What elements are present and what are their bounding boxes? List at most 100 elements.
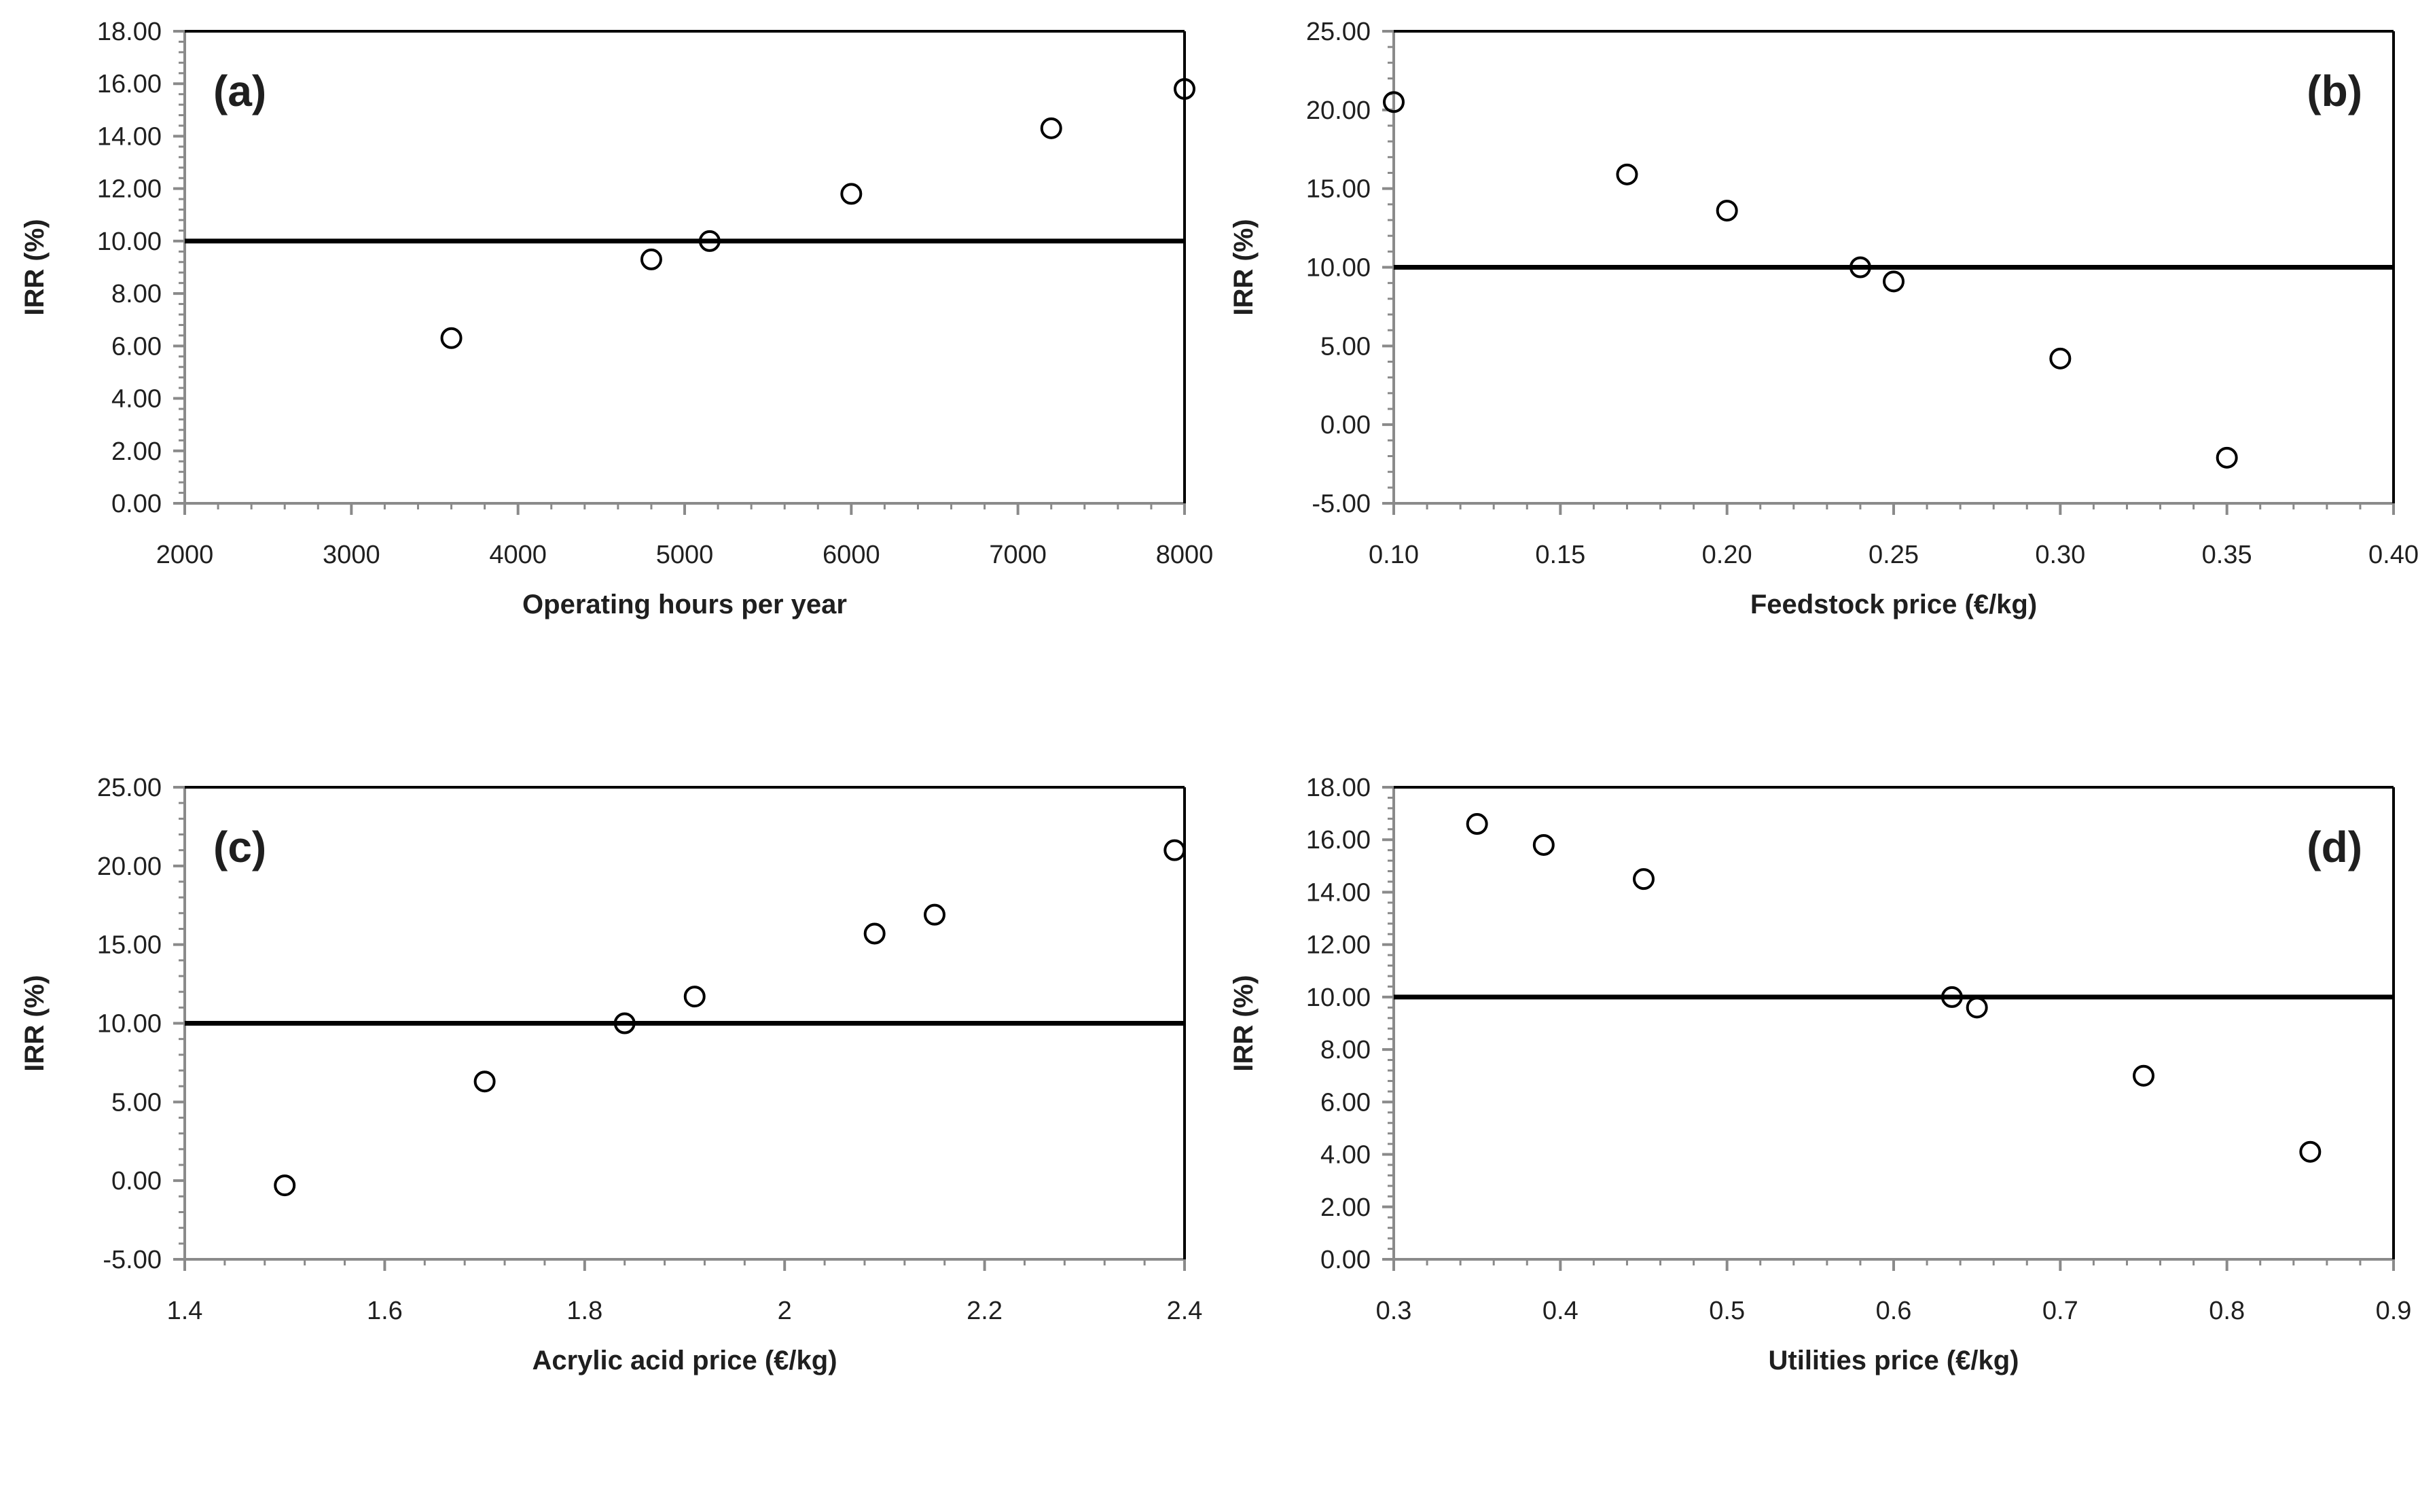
panel-c: -5.00 0.00 5.00 10.00 15.00 20.00 25.00 1.4 1.6 1…: [0, 756, 1209, 1512]
data-point: [640, 248, 662, 270]
y-tick-label: 6.00: [111, 332, 162, 361]
data-point: [698, 230, 721, 252]
y-tick-label: 14.00: [97, 122, 162, 151]
x-tick-label: 2000: [156, 541, 214, 569]
y-tick-label: 2.00: [1320, 1193, 1371, 1222]
y-tick-label: -5.00: [1312, 490, 1371, 518]
data-point: [473, 1070, 496, 1093]
y-tick-label: 5.00: [111, 1088, 162, 1117]
y-tick-label: 5.00: [1320, 332, 1371, 361]
y-axis-title: IRR (%): [20, 975, 50, 1071]
x-tick-label: 5000: [656, 541, 714, 569]
x-tick-label: 7000: [989, 541, 1047, 569]
data-point: [1849, 256, 1871, 278]
data-point: [2216, 446, 2238, 469]
y-tick-label: 2.00: [111, 437, 162, 466]
y-tick-label: 4.00: [111, 385, 162, 414]
x-tick-label: 0.10: [1369, 541, 1419, 569]
y-tick-label: 15.00: [1306, 175, 1371, 204]
data-point: [1966, 996, 1988, 1019]
panel-letter-label: (b): [2307, 67, 2362, 115]
y-tick-label: 0.00: [111, 1167, 162, 1195]
y-tick-label: 8.00: [1320, 1036, 1371, 1064]
data-point: [1383, 91, 1405, 113]
y-tick-label: 10.00: [97, 1010, 162, 1039]
x-axis-title: Operating hours per year: [522, 590, 847, 619]
y-tick-label: 18.00: [97, 18, 162, 46]
chart-svg: -5.00 0.00 5.00 10.00 15.00 20.00 25.00 0.10 0.1…: [1229, 18, 2418, 619]
y-tick-label: 16.00: [1306, 826, 1371, 854]
y-tick-label: 16.00: [97, 70, 162, 98]
data-point: [440, 327, 463, 349]
panel-b: -5.00 0.00 5.00 10.00 15.00 20.00 25.00 0.10 0.1…: [1209, 0, 2418, 756]
data-point: [683, 986, 706, 1008]
data-point: [613, 1012, 636, 1034]
data-point: [863, 922, 886, 945]
x-tick-label: 0.15: [1535, 541, 1585, 569]
chart-svg: 0.00 2.00 4.00 6.00 8.00 10.00 12.00 14.00 16.00…: [1229, 774, 2412, 1375]
x-tick-label: 0.35: [2202, 541, 2252, 569]
data-point: [1633, 868, 1655, 890]
y-tick-label: 20.00: [97, 852, 162, 881]
data-point: [274, 1174, 296, 1197]
y-tick-label: 10.00: [97, 228, 162, 256]
y-axis-title: IRR (%): [20, 219, 50, 315]
y-tick-label: 20.00: [1306, 96, 1371, 125]
x-tick-label: 0.9: [2376, 1297, 2412, 1325]
x-tick-label: 1.8: [566, 1297, 602, 1325]
data-point: [924, 903, 945, 926]
y-tick-label: 15.00: [97, 931, 162, 960]
x-tick-label: 1.4: [167, 1297, 203, 1325]
x-tick-label: 0.7: [2042, 1297, 2078, 1325]
data-point: [840, 183, 863, 205]
panel-a: 0.00 2.00 4.00 6.00 8.00 10.00 12.00 14.00 16.00…: [0, 0, 1213, 756]
x-axis-title: Utilities price (€/kg): [1769, 1346, 2019, 1375]
x-axis-title: Acrylic acid price (€/kg): [532, 1346, 837, 1375]
y-tick-label: 25.00: [1306, 18, 1371, 46]
x-tick-label: 0.30: [2035, 541, 2085, 569]
data-point: [2049, 347, 2072, 370]
data-point: [1466, 813, 1488, 835]
y-tick-label: 25.00: [97, 774, 162, 802]
y-tick-label: 0.00: [1320, 411, 1371, 439]
y-axis-title: IRR (%): [1229, 975, 1259, 1071]
chart-svg: 0.00 2.00 4.00 6.00 8.00 10.00 12.00 14.00 16.00…: [20, 18, 1213, 619]
x-tick-label: 0.40: [2368, 541, 2418, 569]
x-tick-label: 2.2: [967, 1297, 1003, 1325]
data-point: [1941, 986, 1963, 1008]
x-tick-label: 0.8: [2209, 1297, 2245, 1325]
x-tick-label: 0.6: [1876, 1297, 1912, 1325]
y-tick-label: 6.00: [1320, 1088, 1371, 1117]
data-point: [1716, 200, 1738, 222]
x-tick-label: 0.5: [1709, 1297, 1745, 1325]
x-tick-label: 2.4: [1167, 1297, 1203, 1325]
y-axis-title: IRR (%): [1229, 219, 1259, 315]
data-point: [1883, 270, 1905, 293]
x-axis-title: Feedstock price (€/kg): [1750, 590, 2037, 619]
y-tick-label: 10.00: [1306, 254, 1371, 283]
x-tick-label: 0.4: [1542, 1297, 1578, 1325]
panel-letter-label: (d): [2307, 823, 2362, 871]
x-tick-label: 8000: [1156, 541, 1214, 569]
panel-letter-label: (a): [213, 67, 266, 115]
y-tick-label: 14.00: [1306, 878, 1371, 907]
y-tick-label: 12.00: [97, 175, 162, 204]
data-point: [1532, 833, 1555, 856]
y-tick-label: 8.00: [111, 280, 162, 308]
data-point: [2133, 1064, 2154, 1087]
y-tick-label: 10.00: [1306, 984, 1371, 1012]
x-tick-label: 4000: [489, 541, 547, 569]
x-tick-label: 1.6: [367, 1297, 403, 1325]
data-point: [1040, 117, 1062, 139]
panel-letter-label: (c): [213, 823, 266, 871]
panel-d: 0.00 2.00 4.00 6.00 8.00 10.00 12.00 14.00 16.00…: [1209, 756, 2418, 1512]
data-point: [1616, 163, 1638, 185]
y-tick-label: 0.00: [111, 490, 162, 518]
y-tick-label: 18.00: [1306, 774, 1371, 802]
chart-svg: -5.00 0.00 5.00 10.00 15.00 20.00 25.00 1.4 1.6 1…: [20, 774, 1203, 1375]
x-tick-label: 0.3: [1376, 1297, 1412, 1325]
y-tick-label: -5.00: [103, 1246, 162, 1274]
x-tick-label: 6000: [823, 541, 880, 569]
data-point: [1163, 839, 1186, 861]
